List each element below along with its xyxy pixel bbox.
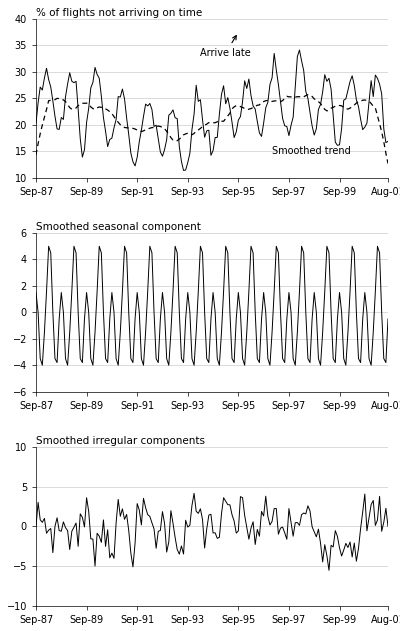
Text: % of flights not arriving on time: % of flights not arriving on time (36, 8, 202, 18)
Text: Smoothed seasonal component: Smoothed seasonal component (36, 222, 201, 232)
Text: Smoothed irregular components: Smoothed irregular components (36, 437, 205, 446)
Text: Arrive late: Arrive late (200, 35, 251, 58)
Text: Smoothed trend: Smoothed trend (272, 146, 351, 156)
